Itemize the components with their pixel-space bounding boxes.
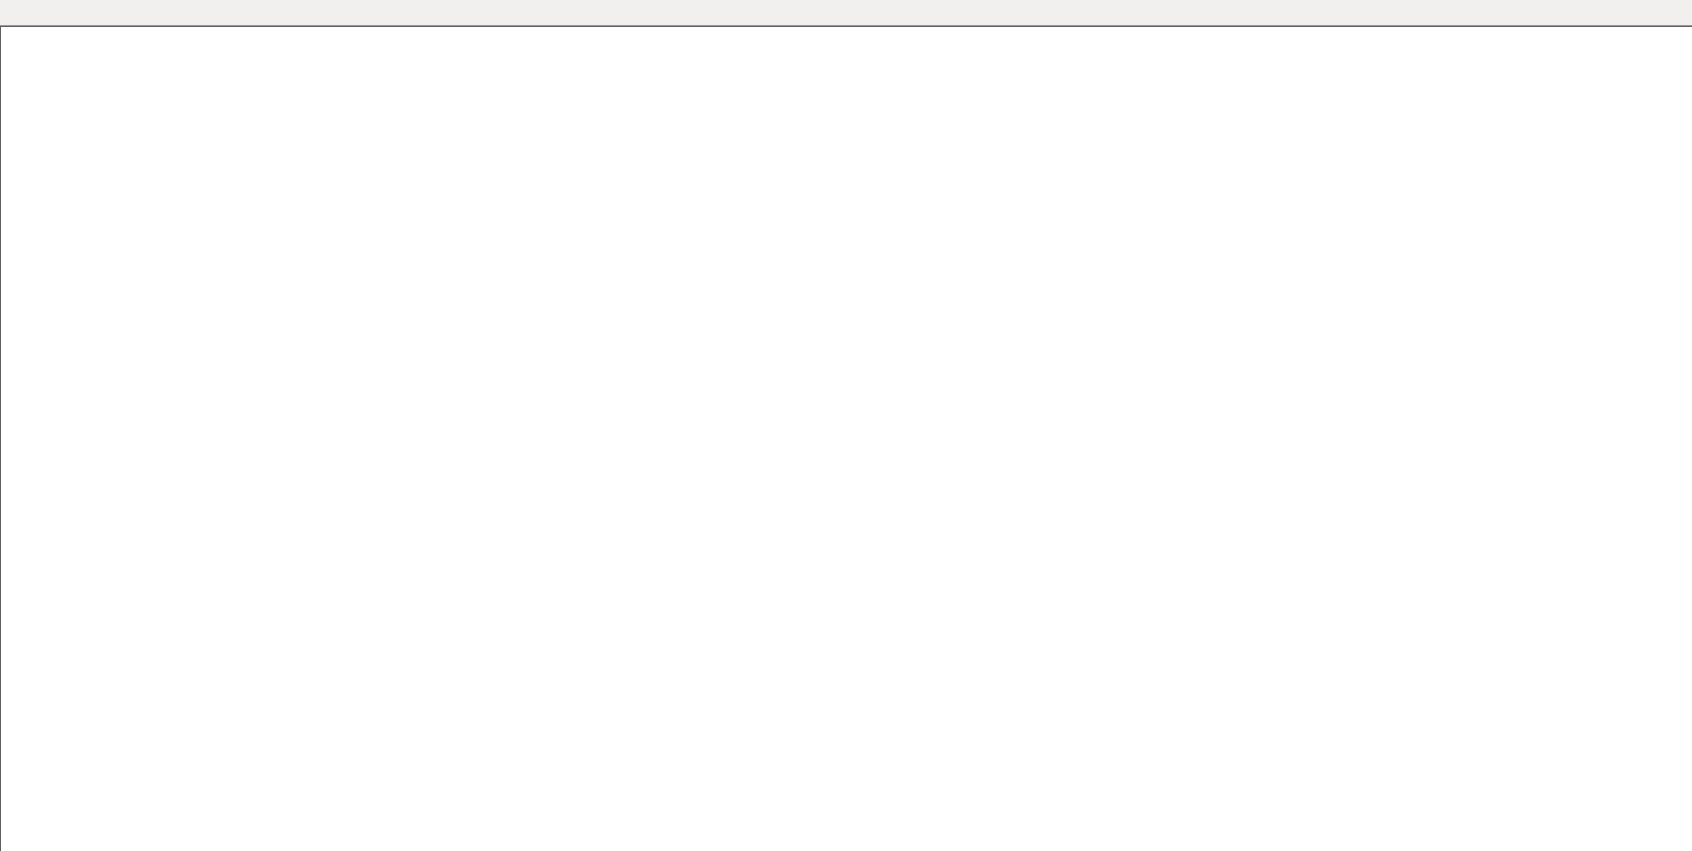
macd-indicator-label	[11, 617, 17, 629]
chart-canvas[interactable]	[1, 27, 1692, 852]
rsi-indicator-label	[11, 730, 14, 742]
chart-title	[11, 33, 45, 47]
main-toolbar	[0, 0, 1692, 26]
chart-window[interactable]	[0, 26, 1692, 851]
